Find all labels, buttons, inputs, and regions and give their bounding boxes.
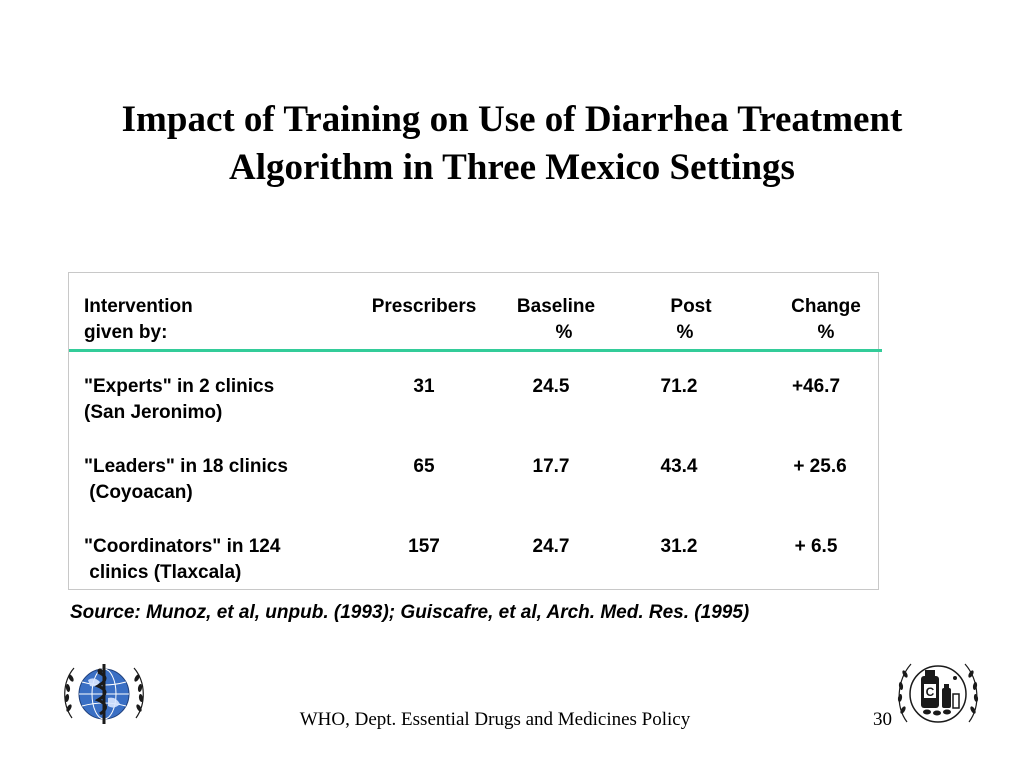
- header-intervention-line-2: given by:: [84, 322, 168, 343]
- table-row-2-baseline: 17.7: [532, 456, 570, 477]
- table-row-1-change: +46.7: [791, 376, 841, 397]
- header-post-unit: %: [676, 322, 694, 343]
- header-baseline-unit: %: [555, 322, 573, 343]
- header-post: Post: [670, 296, 712, 317]
- table-row-1-intervention-line-2: (San Jeronimo): [84, 402, 223, 423]
- data-table-frame: [68, 272, 879, 590]
- table-row-3-change: + 6.5: [794, 536, 838, 557]
- table-row-2-intervention-line-2: (Coyoacan): [84, 482, 193, 503]
- table-row-2-post: 43.4: [660, 456, 698, 477]
- header-divider: [69, 349, 882, 352]
- title-line-2: Algorithm in Three Mexico Settings: [229, 147, 795, 188]
- table-row-3-post: 31.2: [660, 536, 698, 557]
- header-change: Change: [791, 296, 861, 317]
- table-row-1-prescribers: 31: [413, 376, 435, 397]
- svg-text:C: C: [926, 685, 935, 699]
- table-row-1-post: 71.2: [660, 376, 698, 397]
- table-row-3-baseline: 24.7: [532, 536, 570, 557]
- table-row-3-prescribers: 157: [408, 536, 440, 557]
- header-baseline: Baseline: [516, 296, 596, 317]
- header-change-unit: %: [817, 322, 835, 343]
- who-emblem-icon: [64, 664, 144, 724]
- table-row-1-baseline: 24.5: [532, 376, 570, 397]
- header-intervention-line-1: Intervention: [84, 296, 193, 317]
- source-citation: Source: Munoz, et al, unpub. (1993); Gui…: [70, 602, 750, 623]
- table-row-2-change: + 25.6: [793, 456, 847, 477]
- table-row-3-intervention-line-1: "Coordinators" in 124: [84, 536, 281, 557]
- table-row-2-prescribers: 65: [413, 456, 435, 477]
- table-row-1-intervention-line-1: "Experts" in 2 clinics: [84, 376, 275, 397]
- table-row-2-intervention-line-1: "Leaders" in 18 clinics: [84, 456, 288, 477]
- table-row-3-intervention-line-2: clinics (Tlaxcala): [84, 562, 242, 583]
- title-line-1: Impact of Training on Use of Diarrhea Tr…: [121, 99, 903, 140]
- header-prescribers: Prescribers: [371, 296, 477, 317]
- essential-drugs-emblem-icon: C: [897, 663, 979, 723]
- page-number: 30: [873, 709, 892, 730]
- footer-organization: WHO, Dept. Essential Drugs and Medicines…: [299, 709, 691, 730]
- slide-title: Impact of Training on Use of Diarrhea Tr…: [0, 96, 1024, 192]
